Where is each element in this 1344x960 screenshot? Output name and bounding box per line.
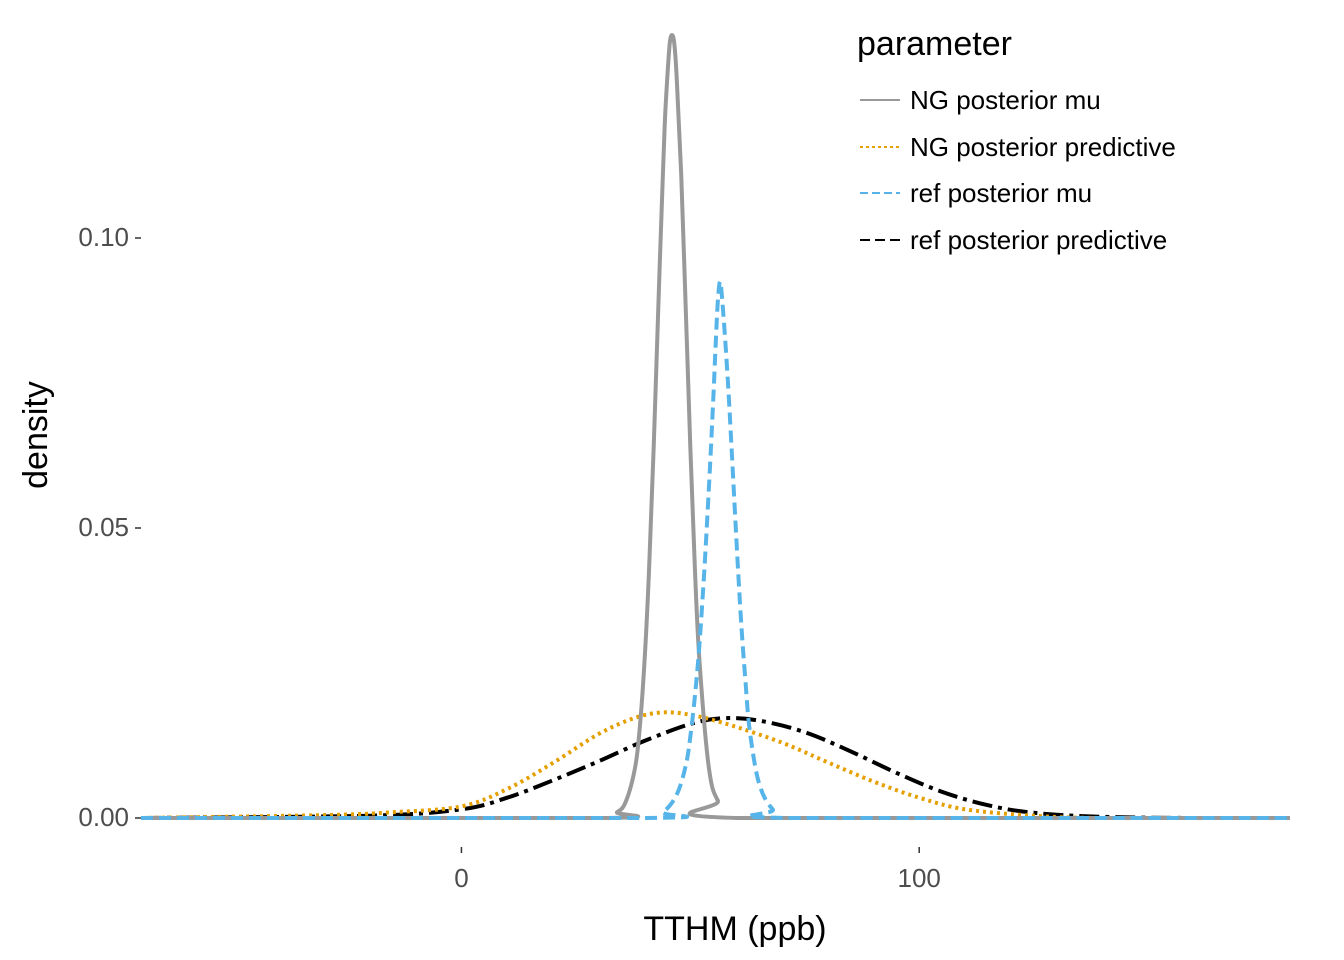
legend-label: NG posterior predictive	[910, 132, 1176, 162]
legend-entry: ref posterior predictive	[860, 225, 1167, 255]
x-tick-label: 100	[898, 863, 941, 893]
series-line-ng-posterior-predictive	[140, 710, 1290, 821]
legend-label: NG posterior mu	[910, 85, 1101, 115]
y-tick-label: 0.05	[78, 512, 129, 542]
y-axis-title: density	[17, 381, 55, 489]
series-line-ng-posterior-mu	[141, 33, 1290, 821]
x-axis-title: TTHM (ppb)	[643, 910, 826, 948]
y-axis: 0.00 0.05 0.10	[78, 222, 141, 832]
x-tick-label: 0	[454, 863, 468, 893]
legend-entry: NG posterior predictive	[860, 132, 1176, 162]
legend: parameter NG posterior mu NG posterior p…	[857, 25, 1176, 255]
y-tick-label: 0.10	[78, 222, 129, 252]
legend-entry: ref posterior mu	[860, 178, 1092, 208]
legend-label: ref posterior mu	[910, 178, 1092, 208]
legend-label: ref posterior predictive	[910, 225, 1167, 255]
series-line-ref-posterior-mu	[141, 279, 1290, 821]
plot-series	[140, 33, 1290, 821]
legend-entry: NG posterior mu	[860, 85, 1101, 115]
legend-title: parameter	[857, 25, 1012, 63]
y-tick-label: 0.00	[78, 802, 129, 832]
series-line-ref-posterior-predictive	[140, 716, 1290, 821]
x-axis: 0 100	[454, 847, 941, 893]
